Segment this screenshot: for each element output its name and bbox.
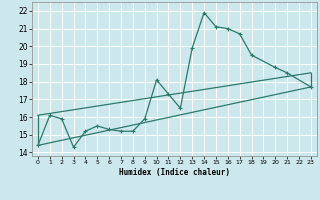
- X-axis label: Humidex (Indice chaleur): Humidex (Indice chaleur): [119, 168, 230, 177]
